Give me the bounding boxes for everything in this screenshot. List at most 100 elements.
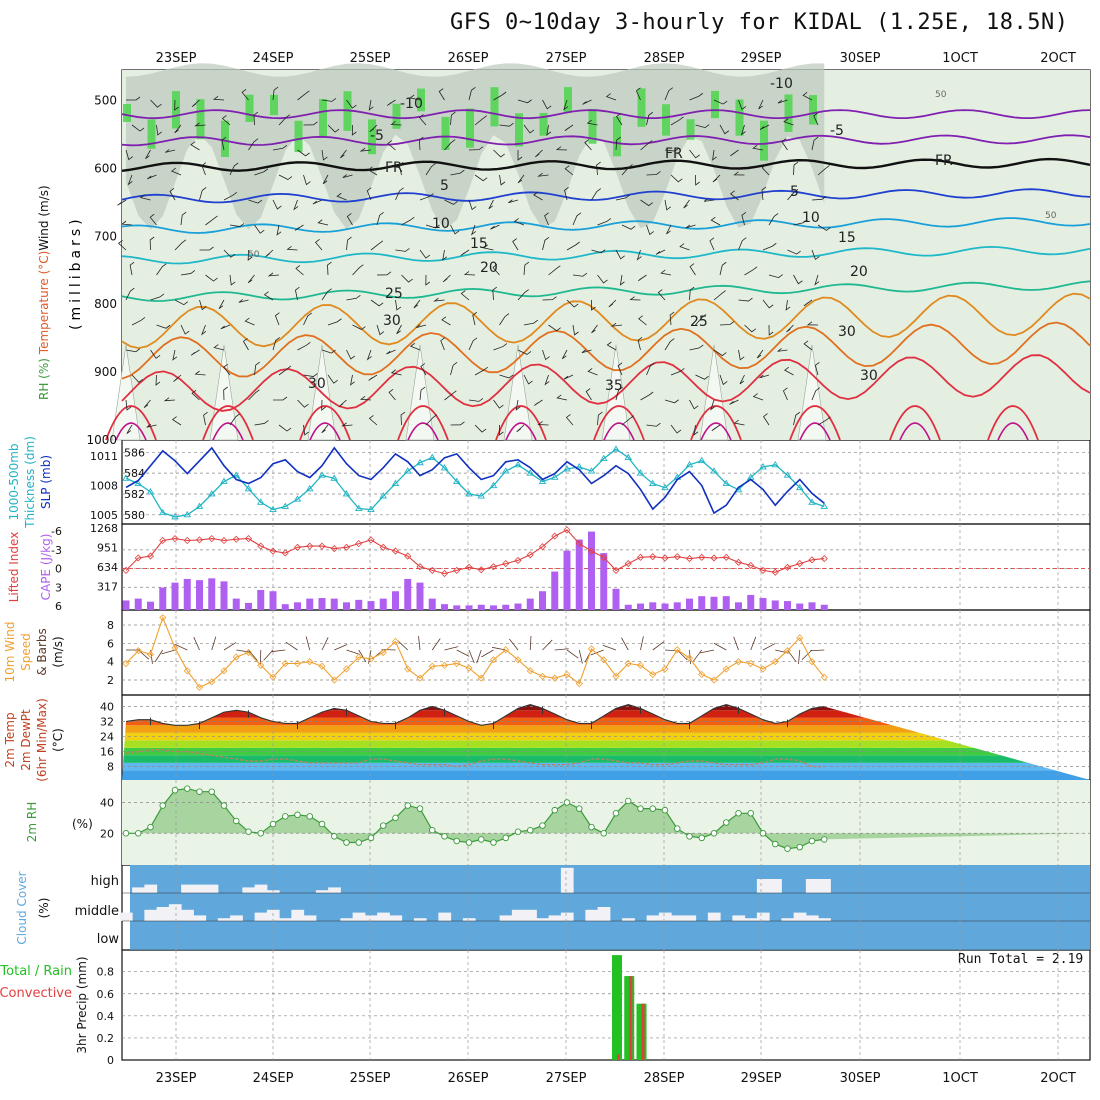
wind-barb [321, 424, 329, 434]
wind-barb [450, 111, 456, 126]
temp-tick: 40 [100, 701, 114, 714]
lifted-index-marker [416, 563, 424, 571]
wind-speed-marker [195, 683, 204, 691]
wind-speed-marker [146, 650, 155, 658]
precip-convective-label: Convective [0, 986, 72, 1001]
wind-barb [416, 324, 427, 328]
lifted-index-marker [759, 566, 767, 574]
wind-barb [248, 199, 263, 204]
wind-barb [419, 193, 434, 201]
rh2m-marker [514, 828, 522, 835]
wind-barb [247, 249, 253, 261]
wind-barb [401, 274, 413, 283]
rh2m-marker [208, 788, 215, 795]
wind-barb [664, 147, 680, 152]
dewpoint-line [125, 749, 825, 768]
wind-barb [616, 113, 623, 126]
cloud-cell-middle [340, 918, 354, 921]
wind-barb [278, 174, 293, 181]
li-tick: 3 [55, 581, 62, 594]
wind-barb [606, 341, 617, 351]
wind-barb-10m [271, 649, 286, 653]
wind-barb [297, 90, 310, 101]
cloud-cell-middle [413, 918, 427, 921]
pressure-tick: 800 [94, 297, 117, 311]
cape-bar [759, 598, 767, 610]
wind-barb [811, 249, 820, 261]
wind-barb [693, 424, 699, 436]
wind-barb [274, 312, 280, 326]
thickness-marker [550, 473, 559, 480]
wind-barb [615, 136, 621, 151]
wind-speed-marker [808, 658, 816, 666]
wind-barb [756, 349, 764, 359]
lifted-index-marker [391, 547, 400, 555]
wind-barb [173, 374, 182, 382]
wind-barb-10m [602, 644, 617, 651]
wind-barb [695, 374, 709, 380]
lifted-index-marker [122, 566, 130, 574]
rh2m-marker [294, 811, 301, 819]
wind-barb [395, 187, 404, 201]
surface-heat-inner [997, 422, 1029, 441]
wind-barb [238, 299, 249, 303]
wind-barb [666, 224, 672, 235]
wind-barb [739, 374, 745, 385]
wind-speed-marker [661, 665, 669, 673]
wind-barb [695, 124, 710, 129]
cloud-cell-middle [462, 918, 476, 921]
wind-barb [758, 99, 764, 110]
thickness-marker [477, 492, 486, 499]
wind-speed-marker [649, 670, 657, 679]
rh2m-marker [343, 839, 350, 846]
isotherm-30 [121, 321, 1091, 380]
wind-barb [615, 249, 625, 260]
isotherm--10 [121, 109, 1091, 120]
wind-barb [617, 362, 623, 376]
isotherm-label: 35 [605, 378, 623, 394]
wind-barb [710, 216, 721, 226]
wind-barb [729, 399, 739, 405]
temp-band [122, 747, 1090, 756]
cape-bar [355, 599, 363, 610]
cape-bar [624, 604, 632, 610]
cloud-cell-middle [254, 912, 268, 921]
cape-bar [551, 571, 559, 610]
wind-barb [312, 199, 323, 205]
rh2m-marker [122, 830, 130, 837]
wind-barb [587, 368, 598, 376]
wind-barb [744, 324, 757, 333]
wind-barb [223, 249, 236, 258]
wind-barb [793, 411, 800, 426]
cloud-cell-high [254, 884, 268, 893]
cloud-cell-middle [524, 909, 537, 921]
wind-barb [582, 99, 592, 105]
wind-barb [388, 389, 396, 401]
wind-barb [591, 249, 606, 254]
wind-tick: 8 [107, 619, 114, 632]
cloud-cell-high [818, 879, 831, 893]
wind-barb [351, 124, 357, 136]
cape-bar [796, 603, 804, 610]
cape-tick: 634 [97, 561, 118, 574]
wind-barb [806, 321, 819, 326]
rh2m-marker [355, 839, 363, 846]
wind-barb [566, 241, 580, 251]
wind-barb [321, 149, 328, 161]
wind-barb-10m [248, 649, 258, 661]
wind-barb [460, 249, 470, 256]
wind-barb [212, 95, 225, 101]
thickness-marker [134, 479, 143, 487]
wind-barb [139, 194, 151, 201]
temp-tick: 16 [100, 746, 114, 759]
thickness-marker [171, 513, 179, 520]
temp-bands [122, 704, 1090, 780]
rh-green-patch [637, 88, 646, 127]
rh2m-marker [710, 830, 718, 837]
wind-barb [468, 199, 477, 211]
lifted-index-marker [551, 532, 559, 540]
cloud-cell-middle [279, 918, 292, 921]
cloud-cell-middle [744, 918, 758, 921]
wind-barb [670, 174, 683, 183]
wind-speed-marker [771, 658, 779, 666]
